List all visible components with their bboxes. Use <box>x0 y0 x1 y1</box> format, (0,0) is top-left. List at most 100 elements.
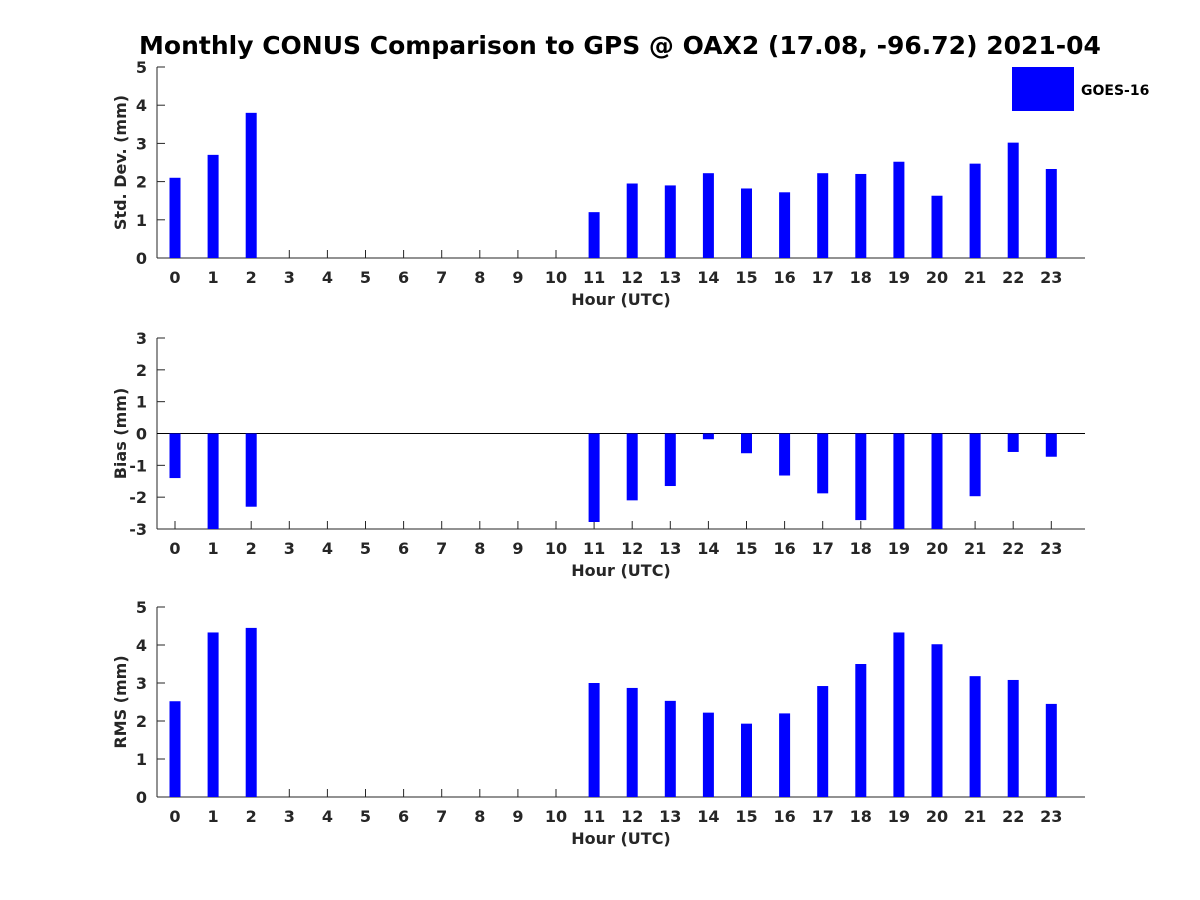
y-tick-label: 2 <box>136 712 147 731</box>
bar-hour-17 <box>817 173 829 258</box>
chart-title: Monthly CONUS Comparison to GPS @ OAX2 (… <box>139 31 1101 60</box>
x-tick-label: 12 <box>621 268 643 287</box>
x-tick-label: 17 <box>812 539 834 558</box>
x-tick-label: 21 <box>964 807 986 826</box>
x-tick-label: 6 <box>398 539 409 558</box>
bar-hour-12 <box>626 687 638 797</box>
x-tick-label: 7 <box>436 268 447 287</box>
x-tick-label: 23 <box>1040 539 1062 558</box>
y-tick-label: 1 <box>136 393 147 412</box>
x-tick-label: 15 <box>735 807 757 826</box>
bar-hour-2 <box>245 627 257 797</box>
x-tick-label: 19 <box>888 539 910 558</box>
bar-hour-21 <box>969 163 981 258</box>
x-tick-label: 2 <box>246 539 257 558</box>
bar-hour-14 <box>702 173 714 258</box>
x-tick-label: 22 <box>1002 807 1024 826</box>
x-tick-label: 15 <box>735 539 757 558</box>
bar-hour-16 <box>779 192 791 258</box>
bar-hour-21 <box>969 433 981 497</box>
y-axis-label: Std. Dev. (mm) <box>111 95 130 230</box>
x-tick-label: 6 <box>398 807 409 826</box>
legend: GOES-16 <box>1012 67 1149 111</box>
bar-hour-14 <box>702 712 714 797</box>
bar-hour-17 <box>817 433 829 494</box>
bar-hour-0 <box>169 177 181 258</box>
bar-hour-14 <box>702 433 714 440</box>
bar-hour-19 <box>893 632 905 797</box>
x-tick-label: 17 <box>812 268 834 287</box>
x-axis-label: Hour (UTC) <box>571 290 671 309</box>
y-tick-label: -2 <box>129 488 147 507</box>
bar-hour-22 <box>1007 142 1019 258</box>
x-tick-label: 11 <box>583 268 605 287</box>
x-tick-label: 16 <box>773 539 795 558</box>
x-tick-label: 0 <box>169 539 180 558</box>
y-tick-label: 0 <box>136 249 147 268</box>
x-tick-label: 23 <box>1040 807 1062 826</box>
x-tick-label: 14 <box>697 539 719 558</box>
x-tick-label: 1 <box>208 268 219 287</box>
x-tick-label: 8 <box>474 807 485 826</box>
bar-hour-13 <box>664 700 676 797</box>
y-tick-label: 1 <box>136 750 147 769</box>
x-tick-label: 20 <box>926 268 948 287</box>
x-axis-label: Hour (UTC) <box>571 561 671 580</box>
bar-hour-1 <box>207 433 219 529</box>
x-tick-label: 12 <box>621 539 643 558</box>
x-tick-label: 13 <box>659 268 681 287</box>
x-tick-label: 3 <box>284 807 295 826</box>
x-tick-label: 5 <box>360 268 371 287</box>
bar-hour-16 <box>779 713 791 797</box>
x-tick-label: 21 <box>964 539 986 558</box>
x-tick-label: 16 <box>773 807 795 826</box>
bar-hour-11 <box>588 433 600 522</box>
x-tick-label: 4 <box>322 268 333 287</box>
bar-hour-23 <box>1045 433 1057 457</box>
x-tick-label: 20 <box>926 539 948 558</box>
x-tick-label: 22 <box>1002 539 1024 558</box>
y-tick-label: 2 <box>136 173 147 192</box>
bar-hour-11 <box>588 683 600 797</box>
x-tick-label: 9 <box>512 807 523 826</box>
x-tick-label: 3 <box>284 268 295 287</box>
x-tick-label: 9 <box>512 539 523 558</box>
bar-hour-22 <box>1007 679 1019 797</box>
y-tick-label: 3 <box>136 674 147 693</box>
bar-hour-13 <box>664 185 676 258</box>
bar-hour-2 <box>245 112 257 258</box>
x-tick-label: 19 <box>888 807 910 826</box>
bar-hour-0 <box>169 433 181 479</box>
x-tick-label: 0 <box>169 807 180 826</box>
bar-hour-0 <box>169 701 181 797</box>
x-tick-label: 23 <box>1040 268 1062 287</box>
x-tick-label: 14 <box>697 268 719 287</box>
y-tick-label: 2 <box>136 361 147 380</box>
x-tick-label: 2 <box>246 807 257 826</box>
x-tick-label: 16 <box>773 268 795 287</box>
x-tick-label: 7 <box>436 539 447 558</box>
x-tick-label: 10 <box>545 268 567 287</box>
x-tick-label: 5 <box>360 539 371 558</box>
x-tick-label: 18 <box>850 268 872 287</box>
y-tick-label: 1 <box>136 211 147 230</box>
x-axis-label: Hour (UTC) <box>571 829 671 848</box>
y-tick-label: -3 <box>129 520 147 539</box>
bar-hour-22 <box>1007 433 1019 452</box>
x-tick-label: 10 <box>545 807 567 826</box>
x-tick-label: 13 <box>659 807 681 826</box>
x-tick-label: 17 <box>812 807 834 826</box>
bar-hour-23 <box>1045 168 1057 258</box>
x-tick-label: 18 <box>850 807 872 826</box>
x-tick-label: 3 <box>284 539 295 558</box>
x-tick-label: 9 <box>512 268 523 287</box>
bar-hour-19 <box>893 161 905 258</box>
x-tick-label: 0 <box>169 268 180 287</box>
bar-hour-15 <box>741 188 752 258</box>
bar-hour-20 <box>931 433 943 529</box>
y-tick-label: 0 <box>136 425 147 444</box>
bar-hour-23 <box>1045 703 1057 797</box>
x-tick-label: 10 <box>545 539 567 558</box>
